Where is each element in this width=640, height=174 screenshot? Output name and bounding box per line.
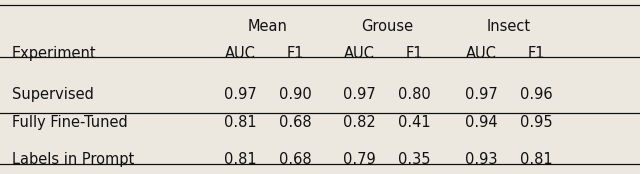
Text: Experiment: Experiment	[12, 46, 96, 61]
Text: 0.95: 0.95	[520, 115, 552, 130]
Text: AUC: AUC	[344, 46, 375, 61]
Text: 0.80: 0.80	[398, 87, 431, 102]
Text: 0.97: 0.97	[465, 87, 498, 102]
Text: 0.82: 0.82	[343, 115, 376, 130]
Text: Insect: Insect	[487, 19, 531, 34]
Text: Fully Fine-Tuned: Fully Fine-Tuned	[12, 115, 127, 130]
Text: F1: F1	[287, 46, 305, 61]
Text: F1: F1	[406, 46, 424, 61]
Text: 0.96: 0.96	[520, 87, 552, 102]
Text: 0.41: 0.41	[399, 115, 431, 130]
Text: Labels in Prompt: Labels in Prompt	[12, 152, 134, 167]
Text: AUC: AUC	[466, 46, 497, 61]
Text: 0.81: 0.81	[224, 152, 256, 167]
Text: 0.79: 0.79	[343, 152, 376, 167]
Text: 0.81: 0.81	[520, 152, 552, 167]
Text: 0.93: 0.93	[465, 152, 497, 167]
Text: 0.97: 0.97	[223, 87, 257, 102]
Text: Supervised: Supervised	[12, 87, 93, 102]
Text: Mean: Mean	[248, 19, 287, 34]
Text: 0.68: 0.68	[280, 152, 312, 167]
Text: 0.68: 0.68	[280, 115, 312, 130]
Text: 0.35: 0.35	[399, 152, 431, 167]
Text: F1: F1	[527, 46, 545, 61]
Text: 0.94: 0.94	[465, 115, 497, 130]
Text: 0.90: 0.90	[279, 87, 312, 102]
Text: Grouse: Grouse	[361, 19, 413, 34]
Text: AUC: AUC	[225, 46, 255, 61]
Text: 0.97: 0.97	[343, 87, 376, 102]
Text: 0.81: 0.81	[224, 115, 256, 130]
